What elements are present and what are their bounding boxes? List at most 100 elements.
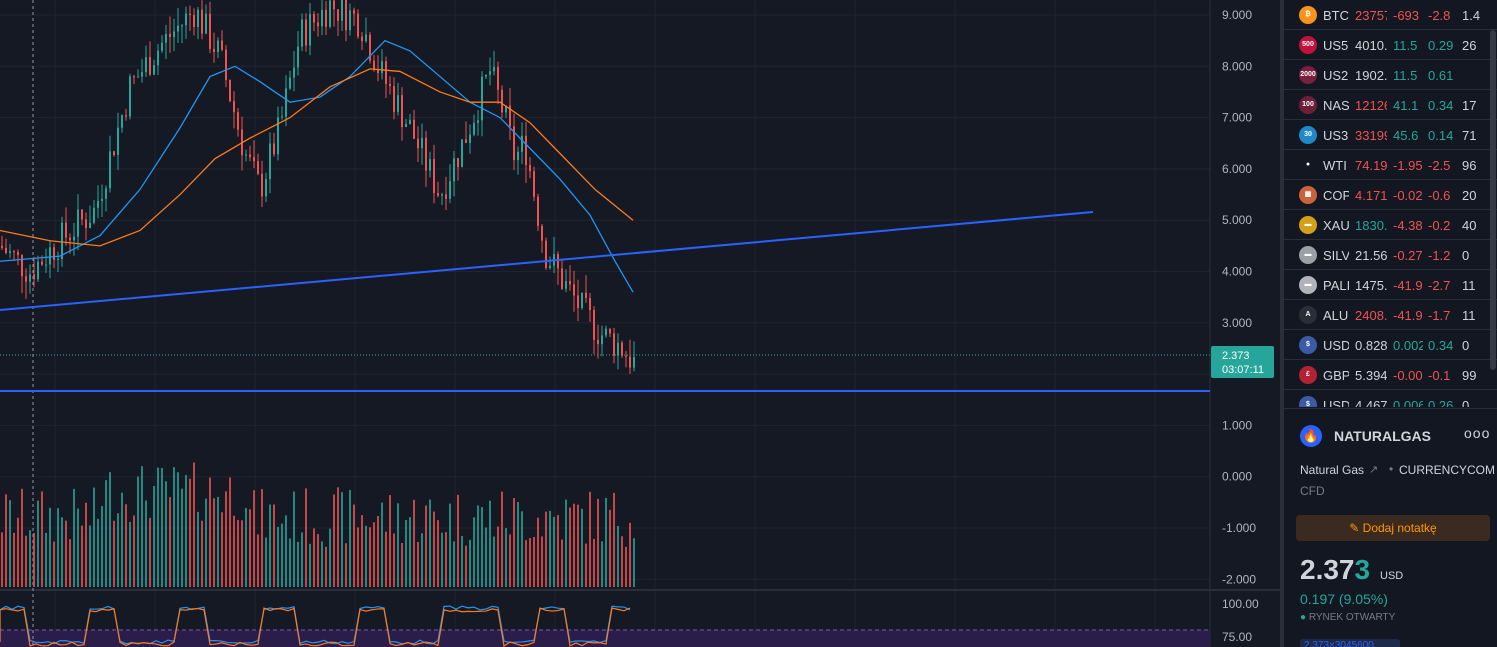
candle-body [13,251,15,253]
sp500-icon: 500 [1299,36,1317,54]
watchlist-change-percent: -0.6 [1428,188,1451,203]
candle-body [181,25,183,27]
watchlist-last: 74.19 [1355,158,1387,173]
panel-divider[interactable] [1280,0,1284,647]
symbol-title[interactable]: NATURALGAS [1334,428,1431,444]
candle-body [177,25,179,32]
exchange-name[interactable]: CURRENCYCOM [1399,463,1495,477]
watchlist-change: -4.38 [1393,218,1423,233]
watchlist-symbol: US5 [1323,38,1349,53]
watchlist-row[interactable]: ▬ PALI 1475. -41.9 -2.7 11 [1284,270,1497,300]
candle-body [425,137,427,171]
candle-body [477,120,479,123]
watchlist-row[interactable]: A ALU 2408. -41.9 -1.7 11 [1284,300,1497,330]
candle-body [305,19,307,46]
watchlist-row[interactable]: ▬ XAU 1830. -4.38 -0.2 40 [1284,210,1497,240]
watchlist-row[interactable]: 2000 US2 1902. 11.5 0.61 [1284,60,1497,90]
watchlist-row[interactable]: 30 US3 33199 45.6 0.14 71 [1284,120,1497,150]
more-options-icon[interactable]: ooo [1464,425,1491,441]
trendline-ascending [0,211,1094,311]
watchlist-volume: 40 [1462,218,1477,233]
candle-body [533,171,535,197]
watchlist-change-percent: -1.7 [1428,308,1451,323]
volume-bar [105,480,107,587]
add-note-button[interactable]: ✎ Dodaj notatkę [1296,515,1490,541]
candle-body [389,83,391,87]
candle-body [169,33,171,38]
candle-body [597,339,599,345]
watchlist-volume: 0 [1462,338,1470,353]
watchlist-change: -693 [1393,8,1420,23]
watchlist-row[interactable]: 100 NAS 12126 41.1 0.34 17 [1284,90,1497,120]
watchlist-row[interactable]: ▬ SILV 21.56 -0.27 -1.2 0 [1284,240,1497,270]
candle-body [225,49,227,80]
volume-bar [517,501,519,587]
volume-bar [225,491,227,587]
candle-body [469,134,471,143]
watchlist-volume: 11 [1462,278,1476,293]
volume-bar [173,467,175,587]
price-axis-label: 8.000 [1222,59,1252,73]
candle-body [137,76,139,78]
volume-bar [293,491,295,587]
bid-ask-chip[interactable]: 2.373×3045600 [1300,639,1400,647]
watchlist-last: 2408. [1355,308,1387,323]
watchlist-last: 1475. [1355,278,1387,293]
watchlist-row[interactable]: £ GBP 5.394 -0.00 -0.1 99 [1284,360,1497,390]
volume-bar [201,520,203,587]
volume-bar [613,492,615,587]
candle-body [573,284,575,296]
watchlist-row[interactable]: ▦ COP 4.171 -0.02 -0.6 20 [1284,180,1497,210]
candle-body [409,119,411,125]
us-flag-icon: $ [1299,396,1317,407]
candle-body [77,209,79,237]
oscillator-d-line [0,607,631,647]
volume-bar [369,527,371,587]
candle-body [541,225,543,241]
volume-bar [381,502,383,587]
candle-body [417,138,419,149]
watchlist-scrollbar[interactable] [1490,30,1496,370]
volume-bar [189,478,191,587]
candle-body [217,40,219,52]
candle-body [145,57,147,73]
volume-bar [357,527,359,587]
volume-bar [285,515,287,587]
candle-body [557,254,559,269]
watchlist-row[interactable]: ₿ BTC 23757 -693 -2.8 1.4 [1284,0,1497,30]
volume-bar [313,528,315,587]
ma-slow-line [0,68,634,247]
oscillator-axis-label: 75.00 [1222,630,1252,644]
candle-body [109,151,111,189]
watchlist-row[interactable]: $ USD 4.467 0.006 0.26 0 [1284,390,1497,407]
candle-body [185,13,187,26]
candle-body [529,165,531,172]
watchlist-row[interactable]: 500 US5 4010. 11.5 0.29 26 [1284,30,1497,60]
candle-body [117,127,119,156]
volume-bar [553,516,555,587]
volume-bar [353,504,355,587]
volume-bar [137,476,139,587]
candle-body [201,9,203,34]
candle-body [9,251,11,254]
watchlist-row[interactable]: ● WTI 74.19 -1.95 -2.5 96 [1284,150,1497,180]
candle-body [37,261,39,280]
price-chart[interactable]: 9.000 8.000 7.000 6.000 5.000 4.000 3.000 1.000… [0,0,1280,647]
candle-body [317,22,319,27]
candle-body [609,328,611,334]
volume-bar [269,504,271,587]
candle-body [325,9,327,27]
volume-bar [529,538,531,587]
volume-bar [513,498,515,587]
chart-area[interactable]: 9.000 8.000 7.000 6.000 5.000 4.000 3.000 1.000… [0,0,1280,647]
watchlist-change-percent: 0.34 [1428,338,1454,353]
price-axis-label: 5.000 [1222,213,1252,227]
external-link-icon[interactable]: ↗ [1369,464,1379,476]
volume-bar [41,491,43,587]
candle-body [17,252,19,256]
volume-bar [577,504,579,587]
candle-body [633,356,635,368]
bar-countdown: 03:07:11 [1222,364,1264,376]
watchlist-row[interactable]: $ USD 0.828 0.002 0.34 0 [1284,330,1497,360]
volume-bar [393,533,395,587]
